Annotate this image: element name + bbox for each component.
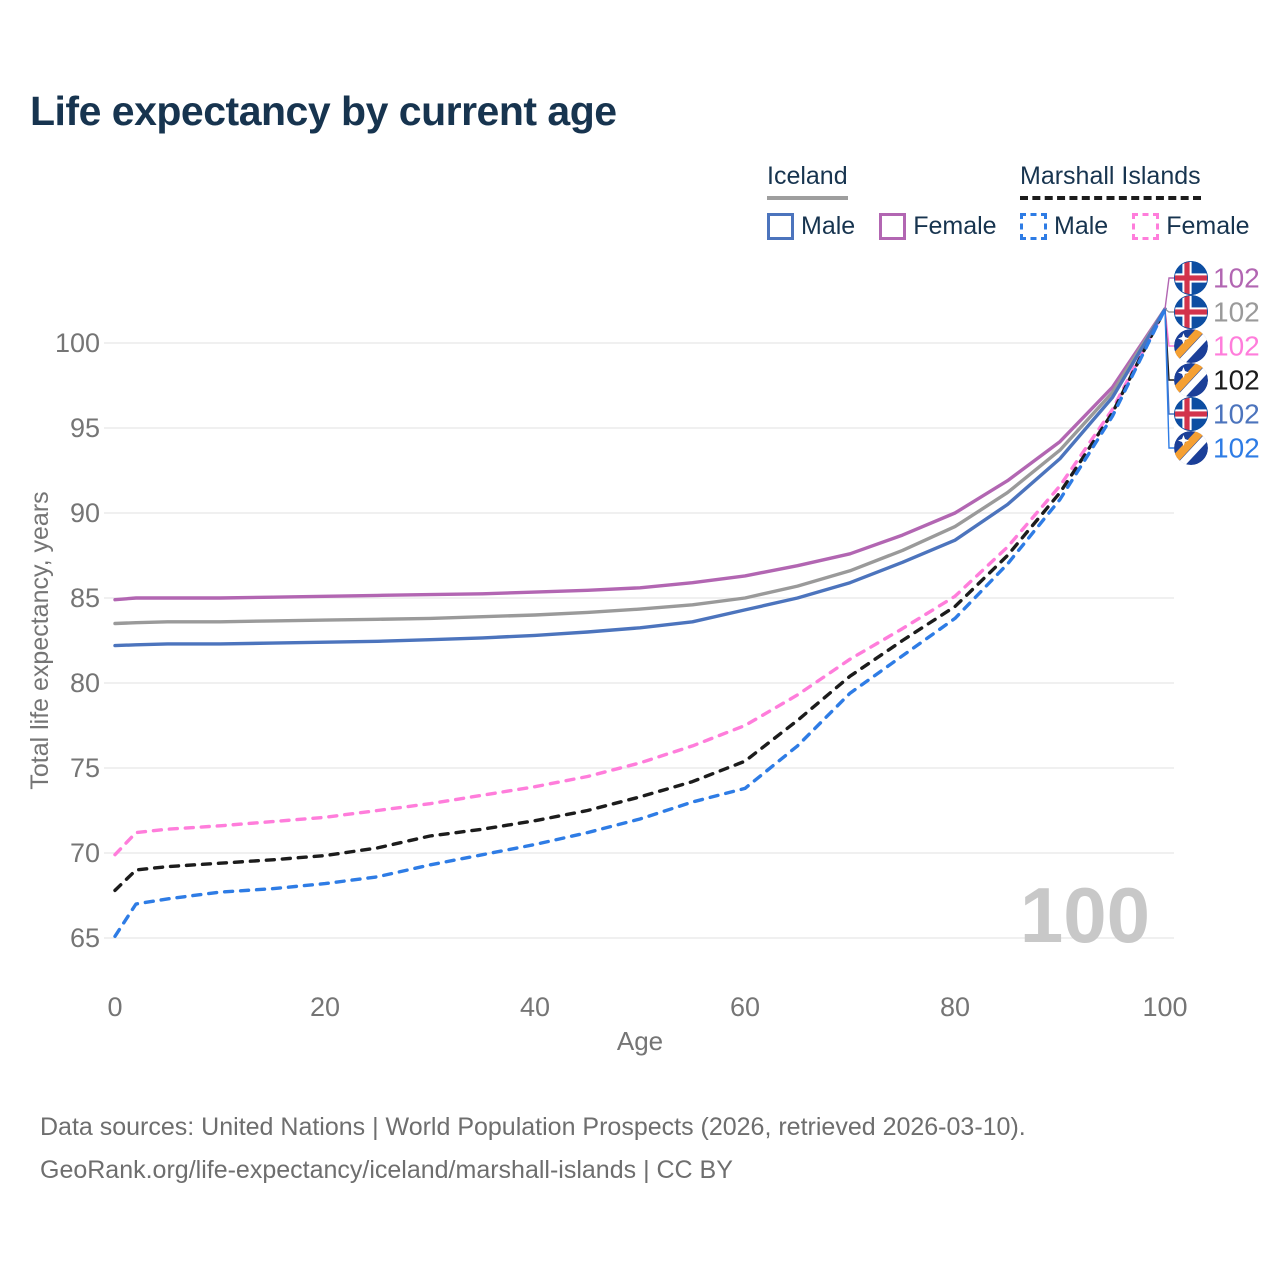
end-value-label-iceland-male: 102 [1213, 399, 1260, 430]
x-axis-title: Age [617, 1026, 663, 1056]
iceland-male-swatch-icon [767, 213, 794, 240]
legend-item-marshall-male[interactable]: Male [1020, 212, 1108, 241]
iceland-female-swatch-icon [879, 213, 907, 240]
data-sources-line1: Data sources: United Nations | World Pop… [40, 1113, 1026, 1141]
iceland-flag-icon [1174, 397, 1208, 431]
end-value-label-marshall-islands-male: 102 [1213, 433, 1260, 464]
series-line-iceland-all[interactable] [113, 307, 1167, 626]
iceland-flag-icon [1174, 261, 1208, 295]
legend-item-marshall-female[interactable]: Female [1132, 212, 1250, 241]
end-label-leader-line [1164, 308, 1174, 313]
series-line-iceland-male[interactable] [113, 307, 1167, 648]
data-sources-line2: GeoRank.org/life-expectancy/iceland/mars… [40, 1156, 733, 1184]
marshall-female-swatch-icon [1132, 213, 1160, 240]
marshall-male-swatch-icon [1020, 213, 1047, 240]
y-tick-label-85: 85 [70, 583, 100, 613]
series-line-marshall-islands-all[interactable] [113, 307, 1167, 893]
marshall-islands-flag-icon [1174, 363, 1208, 397]
x-tick-label-100: 100 [1142, 992, 1187, 1022]
end-value-label-marshall-islands-female: 102 [1213, 331, 1260, 362]
x-tick-label-80: 80 [940, 992, 970, 1022]
end-value-label-iceland-all: 102 [1213, 297, 1260, 328]
end-value-label-marshall-islands-all: 102 [1213, 365, 1260, 396]
series-line-marshall-islands-female[interactable] [113, 307, 1167, 857]
page-title: Life expectancy by current age [30, 88, 617, 134]
legend-items-iceland: Male Female [767, 212, 997, 241]
end-value-label-iceland-female: 102 [1213, 263, 1260, 294]
x-tick-label-20: 20 [310, 992, 340, 1022]
legend-label: Female [1166, 212, 1250, 240]
current-age-watermark: 100 [1020, 871, 1150, 959]
y-tick-label-65: 65 [70, 923, 100, 953]
marshall-islands-flag-icon [1174, 431, 1208, 465]
legend-header-marshall-islands[interactable]: Marshall Islands [1020, 162, 1201, 200]
series-line-marshall-islands-male[interactable] [113, 307, 1167, 938]
iceland-flag-icon [1174, 295, 1208, 329]
y-tick-label-80: 80 [70, 668, 100, 698]
x-tick-label-0: 0 [107, 992, 122, 1022]
y-tick-label-100: 100 [55, 328, 100, 358]
legend-label: Female [913, 212, 997, 240]
legend-label: Male [1054, 212, 1109, 240]
legend-item-iceland-male[interactable]: Male [767, 212, 855, 241]
marshall-islands-flag-icon [1174, 329, 1208, 363]
legend-header-iceland[interactable]: Iceland [767, 162, 848, 200]
legend-group-iceland: Iceland Male Female [767, 162, 997, 241]
y-axis-title: Total life expectancy, years [26, 491, 54, 789]
legend-items-marshall-islands: Male Female [1020, 212, 1250, 241]
y-tick-label-95: 95 [70, 413, 100, 443]
x-tick-label-60: 60 [730, 992, 760, 1022]
y-tick-label-75: 75 [70, 753, 100, 783]
end-label-leader-line [1164, 308, 1174, 449]
legend-label: Male [801, 212, 856, 240]
y-tick-label-70: 70 [70, 838, 100, 868]
x-tick-label-40: 40 [520, 992, 550, 1022]
legend-group-marshall-islands: Marshall Islands Male Female [1020, 162, 1250, 241]
series-line-iceland-female[interactable] [113, 307, 1167, 602]
end-label-leader-line [1164, 277, 1174, 310]
data-sources: Data sources: United Nations | World Pop… [40, 1106, 1026, 1192]
y-tick-label-90: 90 [70, 498, 100, 528]
legend-item-iceland-female[interactable]: Female [879, 212, 997, 241]
